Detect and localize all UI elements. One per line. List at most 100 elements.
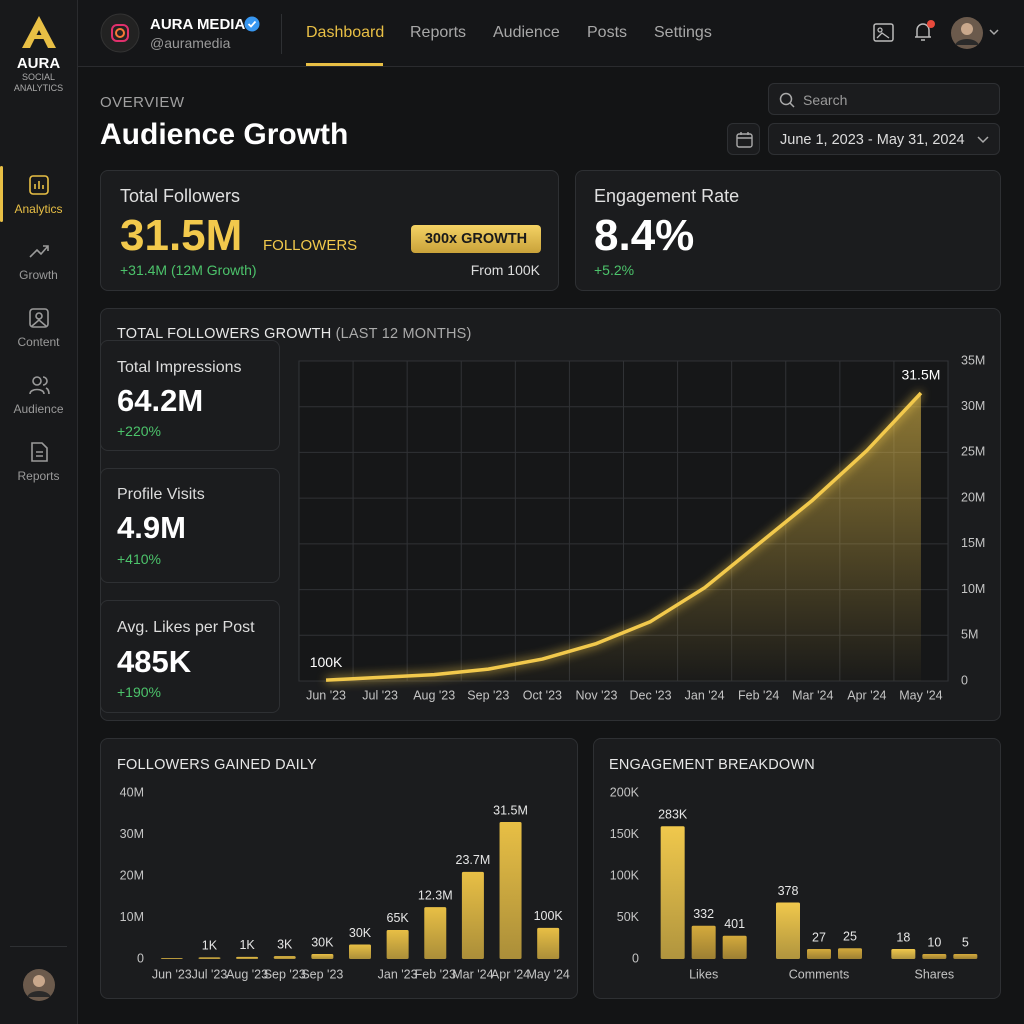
bar-label: 1K <box>202 939 218 953</box>
y-tick-label: 0 <box>137 951 144 965</box>
tab[interactable]: Reports <box>410 24 467 41</box>
bar-label: 65K <box>387 911 410 925</box>
x-tick-label: Likes <box>689 967 718 981</box>
brand: AURA <box>16 55 61 72</box>
tab[interactable]: Audience <box>493 24 560 41</box>
data-label: 31.5M <box>901 367 940 383</box>
kpi-note: From 100K <box>470 262 540 278</box>
x-tick-label: Aug '23 <box>413 688 455 702</box>
x-tick-label: Feb '24 <box>738 688 779 702</box>
bar <box>838 948 862 959</box>
stat-value: 485K <box>117 644 192 679</box>
x-tick-label: Apr '24 <box>491 967 530 981</box>
avatar[interactable] <box>22 968 56 1002</box>
bar <box>198 957 221 959</box>
bar-label: 332 <box>693 907 714 921</box>
logo <box>22 16 56 48</box>
header: AURA MEDIA @auramedia Dashboard Reports … <box>78 0 1024 67</box>
tab[interactable]: Settings <box>654 24 712 41</box>
icon <box>28 245 49 258</box>
y-tick-label: 25M <box>961 445 985 459</box>
tagline-word: ANALYTICS <box>13 83 64 93</box>
bar <box>776 902 800 959</box>
search-icon <box>779 92 795 108</box>
bar <box>922 954 947 959</box>
icon <box>28 175 49 195</box>
y-tick-label: 100K <box>610 868 640 882</box>
bar-label: 10 <box>927 935 941 949</box>
kpi-value: 31.5M <box>120 211 243 260</box>
y-tick-label: 200K <box>610 785 640 799</box>
x-tick-label: Mar '24 <box>452 967 493 981</box>
bar <box>236 956 259 959</box>
kpi-change: +5.2% <box>594 262 635 278</box>
y-tick-label: 150K <box>610 827 640 841</box>
bar <box>691 925 716 959</box>
stat-label: Profile Visits <box>117 486 205 503</box>
kpi-label: Total Followers <box>120 186 241 206</box>
bar-label: 401 <box>724 917 745 931</box>
search-box[interactable]: Search <box>768 83 1000 115</box>
y-tick-label: 20M <box>120 868 144 882</box>
bar-label: 5 <box>962 935 969 949</box>
bar <box>424 907 447 959</box>
tab[interactable]: Posts <box>587 24 628 41</box>
date-range-picker[interactable]: June 1, 2023 - May 31, 2024 <box>768 123 1000 155</box>
eyebrow: OVERVIEW <box>100 94 185 111</box>
bar <box>537 927 560 959</box>
page-title: Audience Growth <box>100 118 349 151</box>
sidebar: AURA SOCIAL ANALYTICS Analytics Growth Co… <box>0 0 78 1024</box>
x-tick-label: Feb '23 <box>415 967 456 981</box>
notifications-button[interactable] <box>912 19 936 45</box>
y-tick-label: 50K <box>617 910 640 924</box>
kpi-label: Engagement Rate <box>594 186 740 206</box>
engagement-panel: ENGAGEMENT BREAKDOWN 0 50K 100K 150K 200K Lik… <box>593 738 1001 999</box>
stat-change: +220% <box>117 423 161 439</box>
bar <box>660 826 685 959</box>
nav-label: Content <box>17 335 60 349</box>
bar <box>160 958 183 959</box>
media-button[interactable] <box>873 23 895 43</box>
bar-label: 27 <box>812 930 826 944</box>
account-name: AURA MEDIA <box>150 16 246 33</box>
chart-title: TOTAL FOLLOWERS GROWTH <box>117 326 332 342</box>
nav-item[interactable]: Growth <box>0 240 77 300</box>
y-tick-label: 0 <box>632 951 639 965</box>
x-tick-label: Mar '24 <box>792 688 833 702</box>
nav-label: Growth <box>19 268 58 282</box>
x-tick-label: Sep '23 <box>301 967 343 981</box>
nav-item[interactable]: Content <box>0 307 77 367</box>
x-tick-label: Sep '23 <box>467 688 509 702</box>
bar <box>461 871 484 959</box>
nav-item[interactable]: Audience <box>0 374 77 434</box>
bar-chart: 0 50K 100K 150K 200K Likes Comments Shares 283K 3… <box>610 785 978 981</box>
calendar-button[interactable] <box>727 123 760 155</box>
search-placeholder: Search <box>803 92 848 108</box>
tab[interactable]: Dashboard <box>306 24 385 41</box>
x-tick-label: Aug '23 <box>226 967 268 981</box>
icon <box>30 442 48 462</box>
icon <box>28 308 49 328</box>
line <box>325 391 923 682</box>
bar-label: 18 <box>896 930 910 944</box>
nav-item[interactable]: Reports <box>0 441 77 501</box>
x-tick-label: Jan '23 <box>378 967 418 981</box>
x-tick-label: Nov '23 <box>575 688 617 702</box>
y-tick-label: 20M <box>961 490 985 504</box>
x-tick-label: Sep '23 <box>264 967 306 981</box>
nav-item[interactable]: Analytics <box>0 166 77 226</box>
x-tick-label: Jul '23 <box>362 688 398 702</box>
bar <box>891 949 916 959</box>
daily-panel: FOLLOWERS GAINED DAILY 0 10M 20M 30M 40M Jun … <box>100 738 578 999</box>
stat-card: Avg. Likes per Post 485K +190% <box>100 600 280 713</box>
divider <box>281 14 282 54</box>
x-tick-label: Oct '23 <box>523 688 562 702</box>
bar-label: 30K <box>311 935 334 949</box>
account-icon <box>100 13 140 53</box>
profile-menu[interactable] <box>950 16 1002 50</box>
nav-label: Reports <box>17 469 60 483</box>
x-tick-label: Apr '24 <box>847 688 886 702</box>
